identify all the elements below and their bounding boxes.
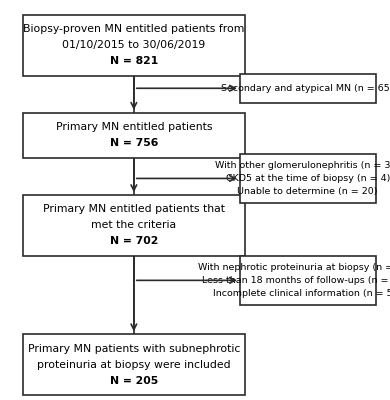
Text: Primary MN entitled patients that: Primary MN entitled patients that (43, 204, 225, 214)
Bar (23, 15, 245, 76)
Text: met the criteria: met the criteria (91, 220, 176, 230)
Text: With other glomerulonephritis (n = 30): With other glomerulonephritis (n = 30) (215, 161, 390, 170)
Text: Biopsy-proven MN entitled patients from: Biopsy-proven MN entitled patients from (23, 24, 245, 34)
Text: Primary MN entitled patients: Primary MN entitled patients (56, 122, 212, 132)
Text: N = 821: N = 821 (110, 56, 158, 66)
Text: N = 702: N = 702 (110, 236, 158, 246)
Text: N = 205: N = 205 (110, 376, 158, 386)
Text: N = 756: N = 756 (110, 138, 158, 148)
Text: 01/10/2015 to 30/06/2019: 01/10/2015 to 30/06/2019 (62, 40, 206, 50)
Bar (23, 334, 245, 395)
Bar (240, 256, 376, 305)
Text: Unable to determine (n = 20): Unable to determine (n = 20) (238, 187, 378, 196)
Text: Incomplete clinical information (n = 58): Incomplete clinical information (n = 58) (213, 289, 390, 298)
Text: CKD5 at the time of biopsy (n = 4): CKD5 at the time of biopsy (n = 4) (225, 174, 390, 183)
Text: With nephrotic proteinuria at biopsy (n = 269): With nephrotic proteinuria at biopsy (n … (198, 263, 390, 272)
Text: Primary MN patients with subnephrotic: Primary MN patients with subnephrotic (28, 344, 240, 354)
Bar (23, 113, 245, 158)
Text: Secondary and atypical MN (n = 65): Secondary and atypical MN (n = 65) (222, 84, 390, 93)
Text: proteinuria at biopsy were included: proteinuria at biopsy were included (37, 360, 230, 370)
Bar (240, 74, 376, 103)
Bar (23, 195, 245, 256)
Bar (240, 154, 376, 203)
Text: Less than 18 months of follow-ups (n = 170): Less than 18 months of follow-ups (n = 1… (202, 276, 390, 285)
